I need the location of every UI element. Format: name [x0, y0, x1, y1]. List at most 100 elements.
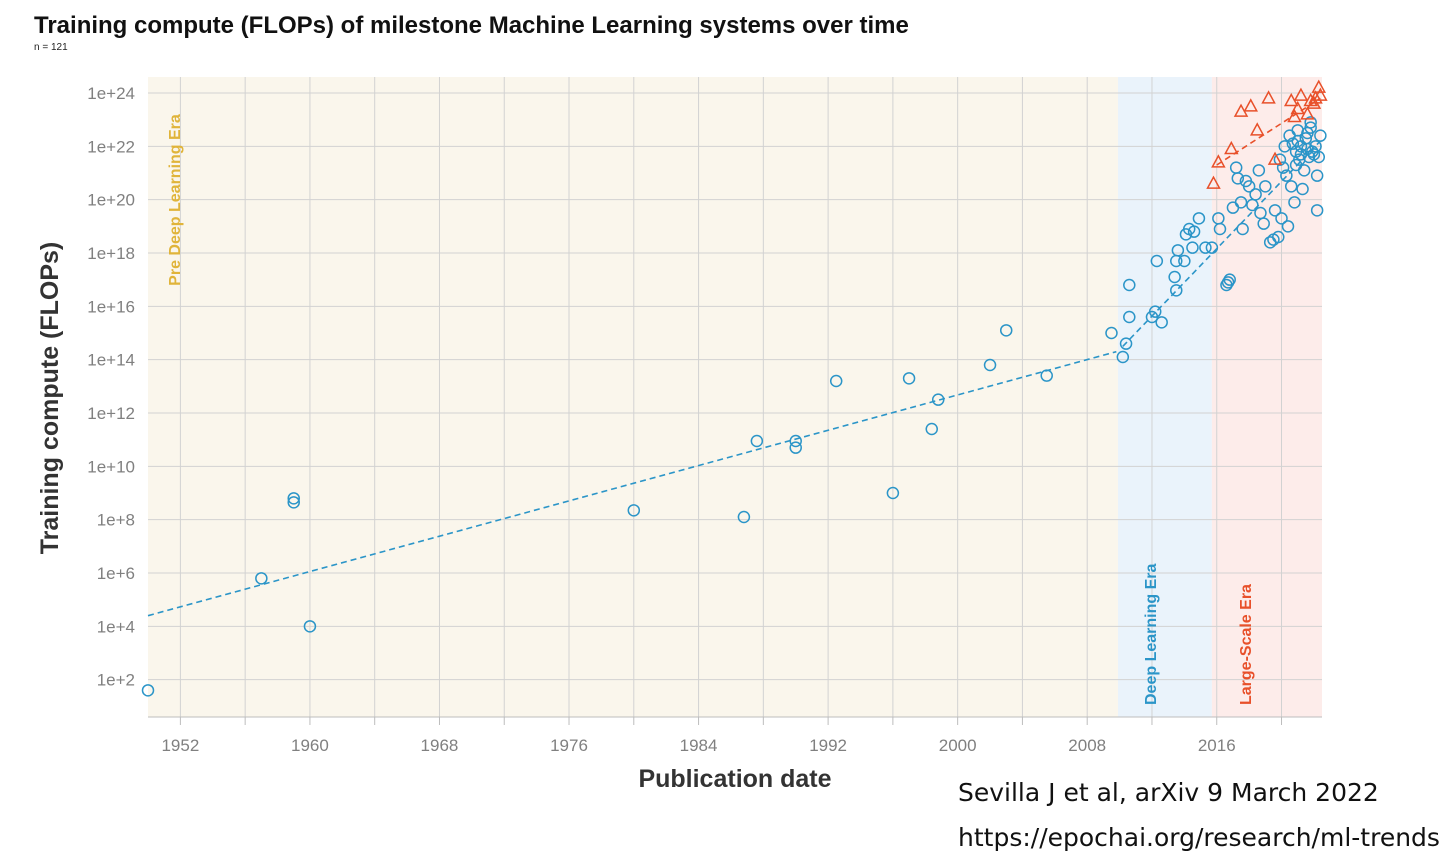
- data-point-circle: [255, 572, 268, 585]
- chart-title: Training compute (FLOPs) of milestone Ma…: [34, 12, 909, 39]
- data-point-circle: [1234, 196, 1248, 209]
- data-point-circle: [1297, 164, 1311, 177]
- y-tick-label: 1e+4: [97, 617, 135, 636]
- era-band: [1211, 77, 1322, 717]
- data-point-circle: [1123, 278, 1136, 292]
- data-point-circle: [999, 324, 1013, 337]
- data-point-circle: [1249, 188, 1262, 201]
- data-point-circle: [1171, 244, 1185, 257]
- y-tick-label: 1e+10: [87, 457, 135, 476]
- data-point-triangle: [1303, 92, 1318, 107]
- data-point-circle: [1168, 270, 1181, 284]
- pre-deep-learning-trend: [147, 350, 1117, 617]
- data-point-circle: [1259, 180, 1272, 193]
- data-point-circle: [1150, 254, 1164, 268]
- data-point-triangle: [1243, 98, 1259, 112]
- data-point-circle: [1278, 140, 1292, 153]
- citation-authors: Sevilla J et al, arXiv 9 March 2022: [958, 778, 1379, 807]
- data-points: [141, 79, 1328, 697]
- data-point-circle: [902, 372, 916, 385]
- data-point-circle: [737, 510, 751, 524]
- y-tick-label: 1e+12: [87, 404, 135, 423]
- data-point-circle: [1205, 241, 1219, 254]
- data-point-circle: [1186, 241, 1199, 254]
- data-point-circle: [1296, 182, 1309, 196]
- data-point-circle: [1123, 310, 1136, 324]
- data-point-triangle: [1290, 100, 1305, 115]
- data-point-circle: [1312, 150, 1326, 164]
- data-point-circle: [1223, 273, 1236, 286]
- data-point-circle: [627, 504, 641, 517]
- data-point-circle: [1284, 180, 1298, 193]
- x-tick-label: 1984: [680, 736, 718, 755]
- x-tick-label: 1960: [291, 736, 329, 755]
- data-point-circle: [1116, 350, 1130, 364]
- data-point-circle: [1170, 284, 1183, 297]
- deep-learning-trend: [1122, 140, 1321, 347]
- x-tick-label: 1992: [809, 736, 847, 755]
- data-point-circle: [1257, 217, 1270, 230]
- data-point-triangle: [1261, 90, 1276, 104]
- x-tick-label: 2016: [1198, 736, 1236, 755]
- citation-url[interactable]: https://epochai.org/research/ml-trends: [958, 823, 1440, 852]
- y-tick-label: 1e+14: [87, 351, 135, 370]
- era-label: Pre Deep Learning Era: [167, 114, 184, 286]
- data-point-circle: [1275, 212, 1288, 225]
- chart-subtitle: n = 121: [34, 42, 68, 53]
- data-point-circle: [1272, 230, 1285, 244]
- data-point-triangle: [1300, 106, 1315, 120]
- data-point-circle: [1148, 305, 1162, 318]
- data-point-circle: [1192, 212, 1206, 225]
- era-label: Large-Scale Era: [1238, 584, 1255, 705]
- y-tick-label: 1e+22: [87, 137, 135, 156]
- y-tick-label: 1e+20: [87, 191, 135, 210]
- data-point-triangle: [1206, 175, 1221, 189]
- y-tick-label: 1e+16: [87, 297, 135, 316]
- data-point-circle: [1276, 161, 1290, 174]
- data-point-circle: [1119, 337, 1133, 350]
- data-point-circle: [789, 441, 802, 454]
- data-point-circle: [1178, 254, 1191, 268]
- data-point-circle: [303, 620, 317, 633]
- data-point-circle: [1310, 169, 1324, 182]
- data-point-circle: [1199, 241, 1212, 254]
- y-tick-label: 1e+2: [97, 671, 135, 690]
- data-point-circle: [1187, 225, 1201, 238]
- y-tick-label: 1e+6: [97, 564, 135, 583]
- gridlines: [148, 77, 1322, 717]
- data-point-circle: [1304, 116, 1317, 129]
- data-point-circle: [1213, 222, 1227, 236]
- y-tick-label: 1e+18: [87, 244, 135, 263]
- era-band: [1117, 77, 1212, 717]
- data-point-circle: [1280, 169, 1293, 182]
- data-point-triangle: [1287, 108, 1302, 123]
- data-point-circle: [1310, 204, 1324, 217]
- data-point-circle: [287, 496, 300, 509]
- y-tick-label: 1e+8: [97, 511, 135, 530]
- data-point-triangle: [1211, 154, 1226, 168]
- x-tick-label: 1968: [421, 736, 459, 755]
- era-labels: Pre Deep Learning Era Deep Learning Era La…: [167, 114, 1255, 705]
- data-point-circle: [141, 684, 155, 697]
- data-point-circle: [931, 393, 945, 406]
- x-tick-label: 2008: [1068, 736, 1106, 755]
- y-axis-title: Training compute (FLOPs): [36, 242, 64, 555]
- data-point-circle: [287, 492, 300, 505]
- data-point-circle: [1288, 196, 1301, 209]
- data-point-circle: [886, 486, 900, 500]
- data-point-circle: [1231, 172, 1245, 185]
- data-point-circle: [1040, 369, 1053, 382]
- data-point-triangle: [1293, 87, 1309, 101]
- data-point-circle: [1236, 222, 1249, 236]
- data-point-circle: [925, 422, 938, 436]
- data-point-triangle: [1249, 122, 1265, 136]
- data-point-circle: [1221, 276, 1235, 289]
- data-point-circle: [1289, 145, 1303, 158]
- x-tick-label: 1952: [161, 736, 199, 755]
- data-point-circle: [1242, 180, 1256, 193]
- era-label: Deep Learning Era: [1143, 564, 1160, 705]
- data-point-triangle: [1224, 140, 1239, 155]
- data-point-triangle: [1313, 87, 1328, 101]
- data-point-circle: [983, 358, 997, 372]
